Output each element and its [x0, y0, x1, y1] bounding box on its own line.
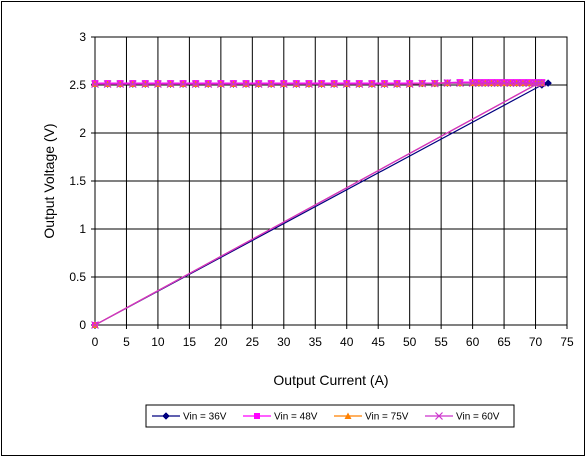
data-point — [191, 80, 200, 88]
x-tick-label: 75 — [560, 335, 574, 349]
data-point — [468, 79, 477, 88]
data-point — [154, 80, 162, 88]
legend-marker — [344, 412, 352, 419]
data-point — [525, 79, 534, 88]
data-point — [279, 80, 288, 88]
legend-label: Vin = 75V — [365, 412, 409, 423]
x-tick-label: 30 — [277, 335, 291, 349]
x-tick-label: 15 — [183, 335, 197, 349]
x-tick-label: 60 — [466, 335, 480, 349]
data-point — [166, 80, 175, 88]
data-point — [267, 80, 276, 88]
y-tick-label: 1.5 — [69, 174, 86, 188]
data-point — [342, 80, 351, 88]
data-point — [534, 79, 543, 88]
y-tick-label: 0.5 — [69, 270, 86, 284]
data-point — [544, 79, 552, 87]
data-point — [179, 80, 188, 88]
data-point — [229, 80, 238, 88]
series-line — [94, 82, 542, 326]
legend-marker — [254, 413, 260, 419]
data-point — [512, 79, 521, 88]
x-tick-label: 0 — [92, 335, 99, 349]
y-tick-label: 0 — [79, 318, 86, 332]
data-point — [418, 79, 427, 88]
x-tick-label: 70 — [529, 335, 543, 349]
data-point — [481, 79, 490, 88]
x-tick-label: 55 — [434, 335, 448, 349]
data-point — [474, 79, 483, 88]
x-tick-label: 20 — [214, 335, 228, 349]
data-point — [456, 79, 464, 88]
legend: Vin = 36V Vin = 48V Vin = 75V Vin = 60V — [145, 404, 515, 428]
data-point — [493, 79, 502, 88]
data-point — [430, 79, 439, 88]
legend-entry: Vin = 60V — [425, 412, 500, 423]
data-point — [405, 80, 414, 88]
data-point — [355, 80, 364, 88]
data-point — [506, 79, 515, 88]
legend-label: Vin = 48V — [274, 412, 318, 423]
legend-marker — [435, 412, 443, 420]
data-point — [103, 80, 112, 88]
data-point — [305, 80, 313, 88]
x-tick-label: 40 — [340, 335, 354, 349]
data-point — [443, 79, 452, 88]
data-point — [141, 80, 150, 88]
x-axis-title: Output Current (A) — [273, 372, 388, 388]
x-tick-label: 45 — [372, 335, 386, 349]
data-point — [204, 80, 213, 88]
y-tick-label: 1 — [79, 222, 86, 236]
y-tick-label: 2.5 — [69, 78, 86, 92]
plot-border — [94, 36, 568, 326]
data-point — [519, 79, 527, 88]
legend-label: Vin = 36V — [183, 412, 227, 423]
data-point — [330, 80, 339, 88]
data-point — [487, 79, 496, 88]
legend-label: Vin = 60V — [456, 412, 500, 423]
data-point — [116, 80, 125, 88]
data-point — [500, 79, 508, 88]
x-tick-label: 50 — [403, 335, 417, 349]
data-point — [254, 80, 263, 88]
tick-layer: 0 5 10 15 20 25 30 35 40 45 50 55 60 65 70 75 0 0.5 1 1.5 2 2… — [69, 30, 574, 349]
x-tick-label: 5 — [123, 335, 130, 349]
x-tick-label: 10 — [151, 335, 165, 349]
data-point — [91, 321, 99, 329]
y-tick-label: 3 — [79, 30, 86, 44]
data-point — [128, 80, 137, 88]
data-point — [91, 80, 99, 88]
x-tick-label: 35 — [309, 335, 323, 349]
series-layer — [91, 79, 552, 329]
data-point — [537, 79, 546, 88]
data-point — [367, 80, 376, 88]
data-point — [317, 80, 326, 88]
data-point — [531, 79, 540, 88]
x-tick-label: 25 — [246, 335, 260, 349]
legend-entry: Vin = 75V — [334, 412, 409, 423]
y-axis-title: Output Voltage (V) — [41, 123, 57, 238]
data-point — [380, 80, 389, 88]
data-point — [216, 80, 225, 88]
data-point — [292, 80, 301, 88]
legend-entry: Vin = 48V — [243, 412, 318, 423]
y-tick-label: 2 — [79, 126, 86, 140]
data-point — [242, 80, 250, 88]
legend-marker — [162, 412, 170, 420]
x-tick-label: 65 — [497, 335, 511, 349]
legend-entry: Vin = 36V — [152, 412, 227, 423]
data-point — [393, 80, 402, 88]
series-3 — [91, 79, 546, 329]
legend-box — [145, 404, 515, 428]
